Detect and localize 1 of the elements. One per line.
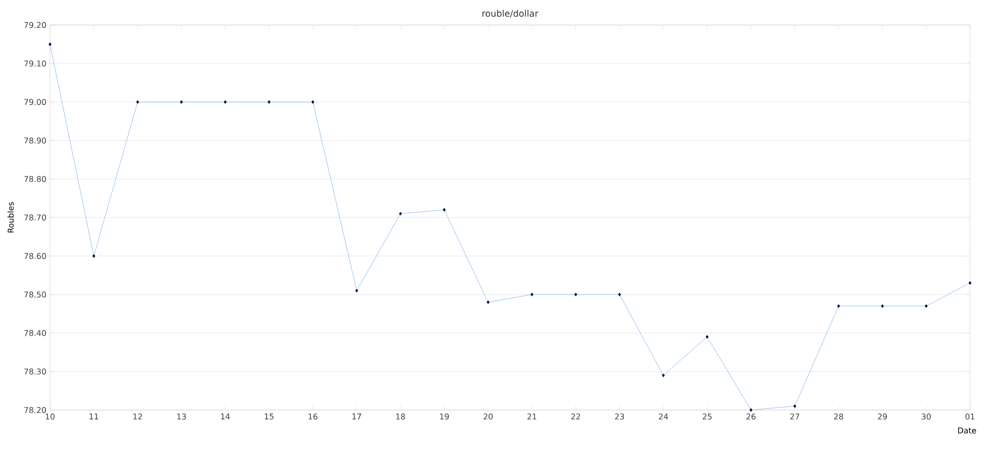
chart-title: rouble/dollar [482, 10, 538, 18]
